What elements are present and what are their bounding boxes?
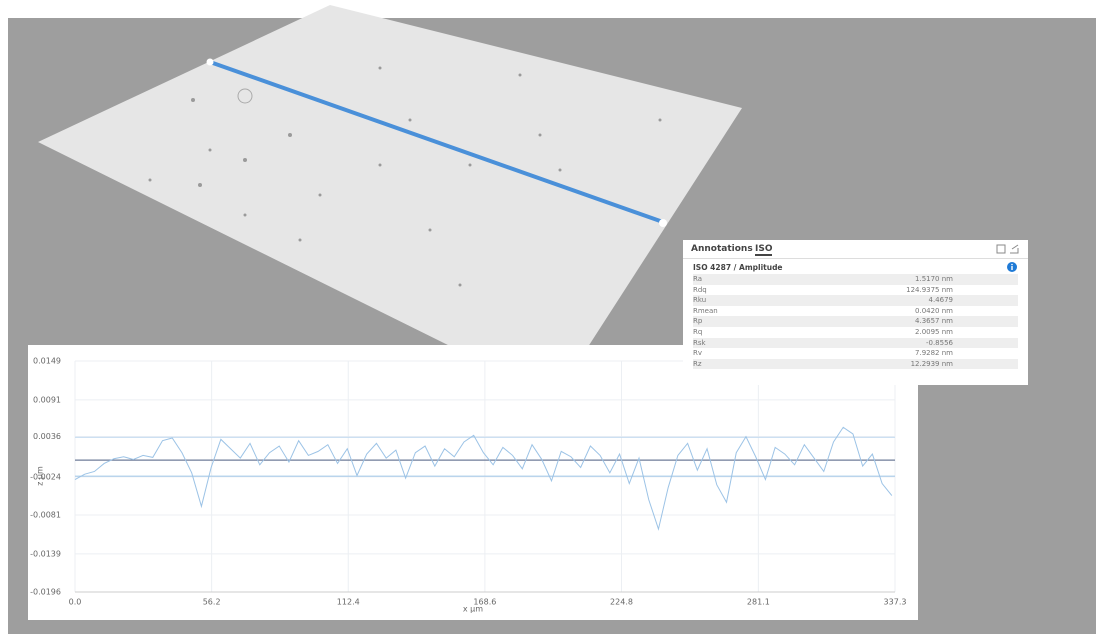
metric-name: Rmean xyxy=(693,307,718,315)
metric-row: Rq 2.0095 nm xyxy=(693,327,1018,338)
tab[interactable]: ISO xyxy=(755,244,772,256)
metrics-table: Ra 1.5170 nm Rdq 124.9375 nm Rku 4.4679 Rmean 0… xyxy=(683,274,1028,369)
metric-row: Ra 1.5170 nm xyxy=(693,274,1018,285)
metric-name: Rq xyxy=(693,328,702,336)
panel-heading: ISO 4287 / Amplitude xyxy=(693,263,1028,272)
metric-name: Rku xyxy=(693,296,706,304)
metric-row: Rv 7.9282 nm xyxy=(693,348,1018,359)
metric-row: Rdq 124.9375 nm xyxy=(693,285,1018,296)
surface xyxy=(38,5,742,398)
metric-value: 2.0095 nm xyxy=(863,327,953,338)
metric-name: Rdq xyxy=(693,286,707,294)
metric-row: Rsk -0.8556 xyxy=(693,338,1018,349)
panel-icons[interactable] xyxy=(996,244,1020,254)
metric-value: -0.8556 xyxy=(863,338,953,349)
tab[interactable]: Annotations xyxy=(691,244,753,254)
metric-row: Rp 4.3657 nm xyxy=(693,316,1018,327)
metric-value: 0.0420 nm xyxy=(863,306,953,317)
metric-name: Rv xyxy=(693,349,702,357)
path-handle[interactable] xyxy=(207,59,214,66)
y-tick-label: 0.0036 xyxy=(33,432,61,441)
x-tick-label: 0.0 xyxy=(69,598,82,607)
y-tick-label: -0.0081 xyxy=(30,511,61,520)
x-tick-label: 112.4 xyxy=(337,598,360,607)
y-tick-label: 0.0091 xyxy=(33,395,61,404)
metric-value: 7.9282 nm xyxy=(863,348,953,359)
metric-name: Rp xyxy=(693,317,702,325)
x-tick-label: 281.1 xyxy=(747,598,770,607)
metric-name: Rz xyxy=(693,360,702,368)
y-tick-label: 0.0149 xyxy=(33,357,61,366)
metric-name: Rsk xyxy=(693,339,706,347)
path-handle[interactable] xyxy=(659,219,667,227)
x-tick-label: 224.8 xyxy=(610,598,633,607)
page: x µm z µm 0.01490.00910.0036-0.0024-0.00… xyxy=(0,0,1104,634)
y-tick-label: -0.0139 xyxy=(30,549,61,558)
x-tick-label: 337.3 xyxy=(884,598,907,607)
x-tick-label: 168.6 xyxy=(473,598,496,607)
y-tick-label: -0.0196 xyxy=(30,588,61,597)
info-icon[interactable] xyxy=(1007,262,1017,272)
tabs: Annotations ISO xyxy=(683,240,1028,259)
metric-row: Rmean 0.0420 nm xyxy=(693,306,1018,317)
metric-row: Rz 12.2939 nm xyxy=(693,359,1018,370)
metric-row: Rku 4.4679 xyxy=(693,295,1018,306)
metric-value: 12.2939 nm xyxy=(863,359,953,370)
metric-name: Ra xyxy=(693,275,702,283)
metric-value: 124.9375 nm xyxy=(863,285,953,296)
metric-value: 4.3657 nm xyxy=(863,316,953,327)
chart: x µm z µm 0.01490.00910.0036-0.0024-0.00… xyxy=(28,345,918,620)
metric-value: 1.5170 nm xyxy=(863,274,953,285)
iso-panel: Annotations ISO ISO 4287 / Amplitude Ra 1… xyxy=(683,240,1028,385)
metric-value: 4.4679 xyxy=(863,295,953,306)
y-tick-label: -0.0024 xyxy=(30,472,61,481)
x-tick-label: 56.2 xyxy=(203,598,221,607)
profile-line xyxy=(75,427,892,529)
